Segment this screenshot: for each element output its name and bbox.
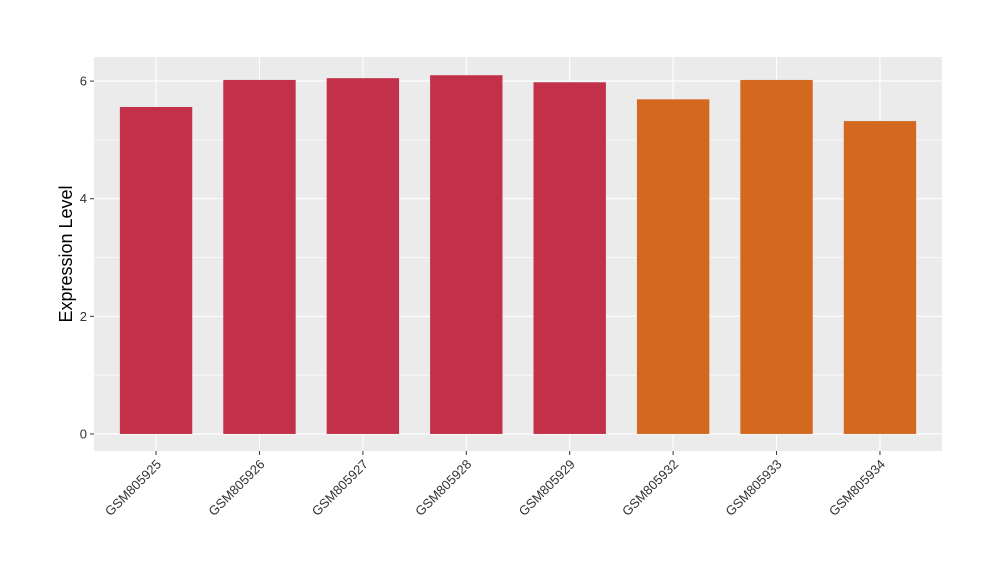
y-tick-label: 4 xyxy=(80,191,87,206)
x-tick-label: GSM805933 xyxy=(722,457,784,519)
bar xyxy=(636,99,710,434)
bar xyxy=(119,106,193,434)
x-tick-label: GSM805925 xyxy=(102,457,164,519)
y-tick-label: 2 xyxy=(80,309,87,324)
x-tick-label: GSM805927 xyxy=(309,457,371,519)
bar xyxy=(740,79,813,434)
x-tick-label: GSM805932 xyxy=(619,457,681,519)
panel xyxy=(94,57,942,451)
x-tick-label: GSM805929 xyxy=(516,457,578,519)
bar xyxy=(430,75,503,434)
bar xyxy=(533,82,606,434)
y-axis-label: Expression Level xyxy=(56,185,76,322)
bar xyxy=(326,78,400,434)
bar xyxy=(223,79,296,434)
bar xyxy=(843,121,917,434)
y-tick-label: 6 xyxy=(80,74,87,89)
x-tick-label: GSM805926 xyxy=(205,457,267,519)
y-tick-label: 0 xyxy=(80,426,87,441)
x-tick-label: GSM805934 xyxy=(826,457,888,519)
x-tick-label: GSM805928 xyxy=(412,457,474,519)
